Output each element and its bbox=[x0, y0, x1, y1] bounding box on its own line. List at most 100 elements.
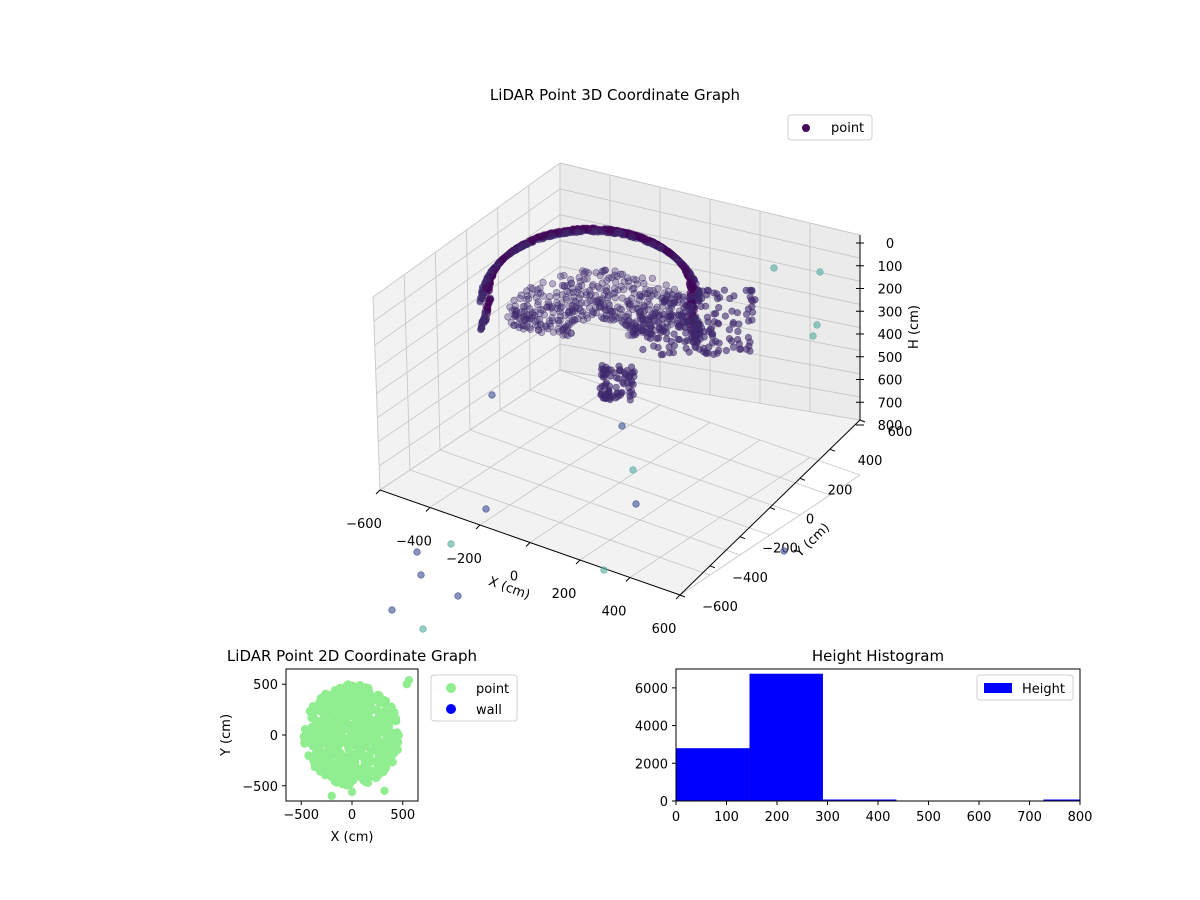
point-2d bbox=[326, 725, 336, 735]
point-3d bbox=[639, 327, 647, 335]
z-tick-label-3d: 600 bbox=[878, 374, 903, 389]
point-3d bbox=[536, 284, 544, 292]
point-3d bbox=[639, 320, 648, 328]
point-3d bbox=[498, 256, 507, 264]
point-2d bbox=[348, 753, 358, 762]
point-3d bbox=[617, 306, 626, 314]
point-3d bbox=[508, 307, 516, 315]
x-tick-label-3d: −200 bbox=[446, 552, 482, 567]
y-tick-label-3d: −600 bbox=[702, 600, 738, 615]
point-3d bbox=[667, 338, 676, 346]
point-3d bbox=[517, 321, 526, 329]
point-2d bbox=[330, 767, 339, 776]
point-3d bbox=[611, 294, 619, 302]
x-tick-3d bbox=[375, 489, 381, 495]
y-tick-label-2d: 0 bbox=[270, 729, 278, 744]
point-3d bbox=[522, 240, 530, 248]
point-2d bbox=[358, 734, 367, 743]
x-tick-3d bbox=[475, 524, 481, 530]
point-3d bbox=[589, 281, 597, 289]
point-3d bbox=[700, 333, 708, 341]
grid-line-3d bbox=[559, 188, 861, 259]
point-3d bbox=[655, 319, 663, 327]
point-3d-outlier bbox=[417, 571, 425, 579]
grid-line-3d bbox=[559, 240, 861, 305]
point-2d bbox=[309, 728, 318, 737]
ticks-2d: −500 0 500 −500 0 500 bbox=[242, 678, 415, 823]
x-tick-label-histogram: 600 bbox=[967, 810, 992, 825]
point-3d bbox=[559, 326, 567, 334]
point-3d bbox=[593, 297, 602, 305]
point-3d bbox=[482, 284, 490, 292]
point-2d bbox=[357, 708, 366, 718]
legend-histogram[interactable]: Height bbox=[976, 674, 1074, 701]
grid-line-3d bbox=[379, 369, 561, 491]
point-2d bbox=[394, 731, 403, 740]
point-3d bbox=[519, 313, 527, 321]
legend-2d-marker-point bbox=[446, 683, 456, 693]
point-3d bbox=[632, 329, 640, 337]
point-3d bbox=[547, 232, 556, 240]
grid-line-3d bbox=[378, 343, 561, 467]
point-2d bbox=[361, 778, 371, 787]
point-3d bbox=[596, 272, 604, 280]
y-tick-label-3d: −200 bbox=[762, 542, 798, 557]
point-2d bbox=[374, 765, 383, 774]
y-tick-label-3d: 0 bbox=[806, 513, 814, 528]
histogram-bar bbox=[1043, 799, 1080, 801]
grid-line-3d bbox=[559, 343, 861, 398]
point-3d bbox=[586, 292, 594, 300]
point-3d bbox=[656, 244, 665, 252]
grid-line-3d bbox=[559, 162, 861, 236]
point-3d bbox=[742, 345, 751, 353]
point-3d bbox=[535, 326, 543, 334]
point-3d bbox=[553, 299, 561, 307]
point-3d bbox=[674, 335, 682, 343]
point-3d bbox=[571, 315, 579, 324]
point-3d bbox=[742, 286, 750, 295]
point-2d bbox=[364, 687, 374, 696]
legend-3d[interactable]: point bbox=[787, 114, 873, 141]
point-3d bbox=[655, 311, 664, 319]
point-3d bbox=[623, 274, 632, 282]
point-3d bbox=[709, 339, 717, 347]
z-tick-label-3d: 500 bbox=[878, 351, 903, 366]
point-2d bbox=[393, 745, 402, 754]
point-3d bbox=[638, 314, 647, 322]
x-tick-label-histogram: 700 bbox=[1017, 810, 1042, 825]
x-tick-label-histogram: 0 bbox=[672, 810, 680, 825]
grid-line-3d bbox=[373, 188, 561, 322]
legend-2d[interactable]: point wall bbox=[430, 674, 518, 722]
point-3d bbox=[545, 301, 553, 309]
point-3d bbox=[696, 320, 704, 328]
point-3d bbox=[615, 229, 623, 237]
point-3d bbox=[612, 383, 620, 391]
z-tick-label-3d: 300 bbox=[878, 305, 903, 320]
point-2d bbox=[357, 752, 366, 761]
point-2d bbox=[378, 710, 388, 720]
point-2d bbox=[340, 754, 349, 764]
point-3d bbox=[662, 281, 670, 289]
point-3d bbox=[528, 290, 536, 298]
point-3d bbox=[599, 371, 608, 379]
point-3d bbox=[605, 274, 613, 282]
point-3d bbox=[575, 274, 583, 282]
point-3d bbox=[628, 232, 636, 240]
point-3d bbox=[552, 293, 561, 301]
point-3d bbox=[694, 297, 703, 305]
point-3d bbox=[669, 299, 678, 308]
point-2d bbox=[323, 704, 332, 713]
point-3d bbox=[637, 292, 646, 301]
point-3d bbox=[541, 322, 550, 330]
y-tick-label-2d: 500 bbox=[253, 678, 278, 693]
point-3d-outlier bbox=[600, 566, 608, 574]
point-2d bbox=[355, 720, 364, 729]
point-2d bbox=[381, 730, 391, 739]
point-3d bbox=[618, 270, 627, 278]
point-2d bbox=[390, 708, 399, 717]
point-3d bbox=[728, 337, 736, 345]
point-2d bbox=[371, 695, 380, 705]
point-3d bbox=[613, 389, 621, 398]
point-3d bbox=[604, 299, 612, 307]
